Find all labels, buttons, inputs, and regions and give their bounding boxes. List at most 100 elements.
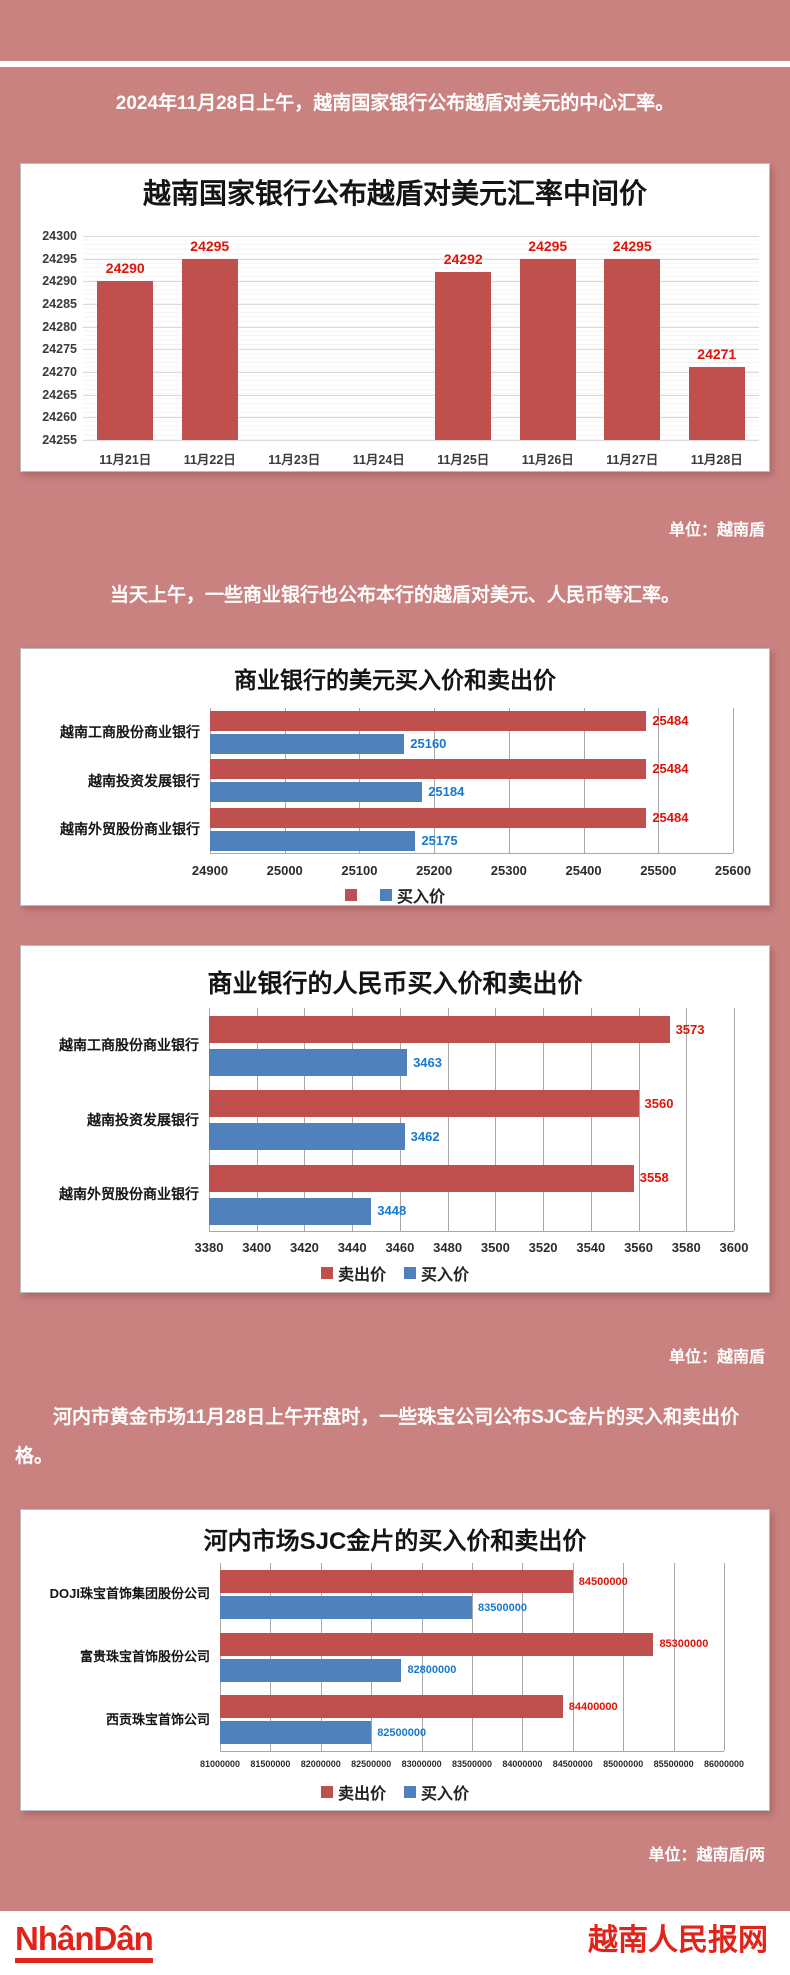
bar-value-label: 24295 [612, 237, 652, 254]
chart-title-usd-rates: 商业银行的美元买入价和卖出价 [234, 667, 556, 693]
sell-bar [210, 711, 647, 731]
gridline [83, 326, 759, 328]
x-axis-tick-label: 84500000 [552, 1759, 593, 1769]
bar-value-label: 3558 [639, 1170, 669, 1186]
buy-bar [220, 1721, 372, 1745]
x-axis-category-label: 11月21日 [99, 453, 152, 467]
top-divider-line [0, 61, 790, 67]
category-label: 越南工商股份商业银行 [60, 724, 200, 741]
x-axis-category-label: 11月24日 [352, 453, 405, 467]
gridline [583, 708, 585, 853]
x-axis-tick-label: 86000000 [703, 1759, 745, 1769]
gridline [638, 1008, 640, 1231]
gridline [352, 1008, 354, 1231]
gridline [447, 1008, 449, 1231]
legend-item: 买入价 [404, 1261, 469, 1285]
chart-plot-area [210, 708, 733, 854]
gridline [220, 1563, 221, 1751]
gridline [673, 1563, 675, 1751]
chart-plot-area [209, 1008, 734, 1232]
buy-legend-swatch [404, 1786, 416, 1798]
category-label: 西贡珠宝首饰公司 [105, 1711, 210, 1727]
x-axis-tick-label: 3500 [480, 1240, 510, 1255]
x-axis-tick-label: 85000000 [603, 1759, 644, 1769]
gridline [658, 708, 660, 853]
bar [519, 258, 576, 440]
legend-label: 买入价 [421, 1786, 470, 1803]
legend-label: 卖出价 [337, 1786, 386, 1803]
bar [604, 258, 661, 440]
x-axis-tick-label: 3380 [194, 1240, 224, 1255]
intro-text-2: 当天上午，一些商业银行也公布本行的越盾对美元、人民币等汇率。 [109, 585, 680, 606]
legend-label: 卖出价 [337, 1267, 386, 1284]
bar-value-label: 84400000 [568, 1700, 618, 1713]
bar-value-label: 24290 [105, 260, 145, 277]
sell-bar [220, 1632, 654, 1656]
gridline [256, 1008, 258, 1231]
x-axis-tick-label: 3540 [576, 1240, 606, 1255]
chart-card-central-rate: 越南国家银行公布越盾对美元汇率中间价 24300 24295 24290 24285 2… [20, 163, 770, 472]
y-axis-tick-label: 24295 [42, 251, 77, 266]
y-axis-tick-label: 24300 [42, 229, 77, 243]
gridline [83, 304, 759, 305]
x-axis-category-label: 11月28日 [690, 453, 743, 467]
bar-value-label: 25484 [652, 761, 689, 777]
bar-value-label: 24295 [190, 237, 230, 254]
bar-value-label: 25175 [421, 832, 458, 848]
bar-value-label: 85300000 [659, 1638, 709, 1651]
gridline [83, 394, 759, 396]
chart-card-sjc-gold: 河内市场SJC金片的买入价和卖出价 81000000 81500000 820000… [20, 1509, 770, 1811]
gridline [472, 1563, 473, 1751]
gridline [83, 281, 759, 283]
gridline [686, 1008, 688, 1231]
x-axis-tick-label: 83500000 [451, 1759, 493, 1769]
chart-title-sjc-gold: 河内市场SJC金片的买入价和卖出价 [203, 1528, 587, 1555]
unit-label-1: 单位：越南盾 [668, 522, 765, 539]
legend-label: 买入价 [396, 889, 445, 906]
x-axis-tick-label: 82000000 [300, 1759, 341, 1769]
bar-value-label: 25160 [410, 736, 447, 751]
x-axis-tick-label: 25600 [714, 863, 752, 878]
intro-text-3: 河内市黄金市场11月28日上午开盘时，一些珠宝公司公布SJC金片的买入和卖出价格… [15, 1407, 740, 1467]
buy-legend-swatch [379, 889, 392, 901]
legend-item: 卖出价 [320, 1780, 386, 1804]
chart-legend: 买入价 [21, 883, 769, 907]
bar-value-label: 3462 [410, 1128, 440, 1144]
buy-bar [210, 830, 416, 851]
gridline [83, 440, 759, 441]
bar-value-label: 24292 [443, 251, 483, 268]
sell-bar [209, 1164, 634, 1192]
x-axis-tick-label: 25500 [640, 863, 677, 878]
chart-title-central-rate: 越南国家银行公布越盾对美元汇率中间价 [142, 178, 647, 209]
gridline [371, 1563, 373, 1751]
chart-plot-area [220, 1563, 724, 1752]
gridline [210, 708, 211, 853]
x-axis-tick-label: 3560 [624, 1240, 653, 1255]
gridline [543, 1008, 545, 1231]
buy-bar [209, 1123, 405, 1151]
sell-legend-swatch [320, 1786, 333, 1798]
x-axis-tick-label: 25100 [341, 863, 378, 878]
x-axis-category-label: 11月22日 [183, 453, 236, 467]
bar [181, 258, 238, 440]
y-axis-tick-label: 24270 [42, 365, 77, 379]
category-label: 越南外贸股份商业银行 [59, 1185, 199, 1202]
sell-bar [210, 759, 647, 780]
bar-value-label: 25484 [652, 713, 689, 728]
footer-bar: NhânDân 越南人民报网 [0, 1911, 790, 1975]
site-name: 越南人民报网 [588, 1924, 768, 1957]
x-axis-tick-label: 25300 [490, 863, 527, 878]
chart-title-cny-rates: 商业银行的人民币买入价和卖出价 [207, 970, 583, 998]
gridline [304, 1008, 306, 1231]
bar-value-label: 82500000 [377, 1726, 427, 1739]
sell-legend-swatch [344, 889, 357, 901]
gridline [83, 236, 759, 237]
y-axis-tick-label: 24265 [42, 387, 77, 402]
x-axis-tick-label: 82500000 [351, 1759, 392, 1769]
x-axis-category-label: 11月23日 [268, 453, 321, 467]
x-axis-tick-label: 25400 [565, 863, 602, 878]
legend-label: 买入价 [421, 1267, 470, 1284]
category-label: DOJI珠宝首饰集团股份公司 [49, 1586, 210, 1602]
x-axis-category-label: 11月26日 [521, 453, 574, 467]
